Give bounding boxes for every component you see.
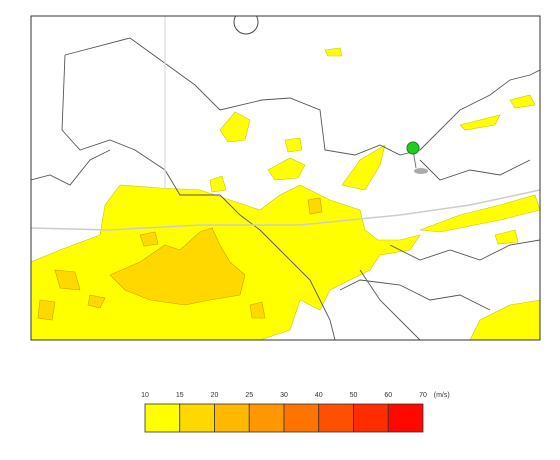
- pin-shadow: [414, 168, 428, 174]
- legend-label: 15: [176, 392, 184, 399]
- map: [31, 16, 540, 340]
- legend-swatch: [353, 403, 389, 433]
- legend: 10 15 20 25 30 40 50 60 70 (m/s): [141, 392, 450, 433]
- wind-area-strong: [37, 197, 323, 321]
- legend-swatch: [179, 403, 215, 433]
- legend-swatch: [144, 403, 181, 433]
- legend-label: 50: [350, 392, 358, 399]
- pin: [406, 141, 420, 155]
- legend-label: 40: [315, 392, 323, 399]
- legend-swatch: [387, 403, 424, 433]
- legend-label: 10: [141, 392, 149, 399]
- legend-swatch: [214, 403, 250, 433]
- borders: [31, 37, 540, 340]
- legend-label: 60: [384, 392, 392, 399]
- map-frame: [30, 15, 541, 341]
- legend-label: 30: [280, 392, 288, 399]
- legend-unit: (m/s): [434, 392, 450, 399]
- legend-swatch: [283, 403, 320, 433]
- legend-swatch: [318, 403, 354, 433]
- legend-label: 20: [211, 392, 219, 399]
- lake: [233, 16, 259, 35]
- legend-label: 70: [419, 392, 427, 399]
- graticule: [31, 189, 540, 231]
- legend-label: 25: [245, 392, 253, 399]
- legend-swatch: [248, 403, 285, 433]
